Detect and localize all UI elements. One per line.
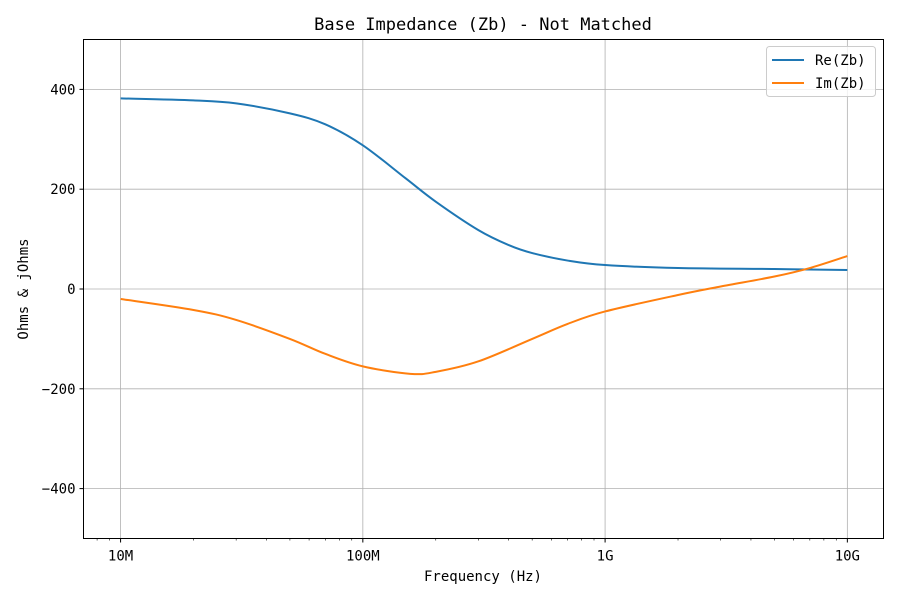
chart-title: Base Impedance (Zb) - Not Matched bbox=[314, 15, 652, 35]
x-tick-label: 100M bbox=[346, 549, 380, 565]
legend: Re(Zb) Im(Zb) bbox=[766, 46, 876, 97]
y-tick-label: −200 bbox=[42, 382, 76, 398]
y-tick-label: 400 bbox=[50, 82, 75, 98]
y-tick-label: 0 bbox=[67, 282, 75, 298]
x-tick-label: 10G bbox=[835, 549, 860, 565]
x-axis-label: Frequency (Hz) bbox=[424, 569, 542, 585]
grid bbox=[83, 39, 884, 539]
y-tick-label: −400 bbox=[42, 482, 76, 498]
legend-label-im: Im(Zb) bbox=[815, 76, 866, 92]
x-tick-label: 10M bbox=[108, 549, 133, 565]
series-group bbox=[120, 97, 848, 376]
series-line-im bbox=[120, 255, 848, 376]
series-line-re bbox=[120, 97, 848, 272]
axis-ticks: 10M 100M 1G 10G 400 200 0 −200 −400 bbox=[42, 82, 860, 564]
legend-label-re: Re(Zb) bbox=[815, 53, 866, 69]
x-tick-label: 1G bbox=[597, 549, 614, 565]
y-axis-label: Ohms & jOhms bbox=[16, 238, 32, 339]
y-tick-label: 200 bbox=[50, 182, 75, 198]
